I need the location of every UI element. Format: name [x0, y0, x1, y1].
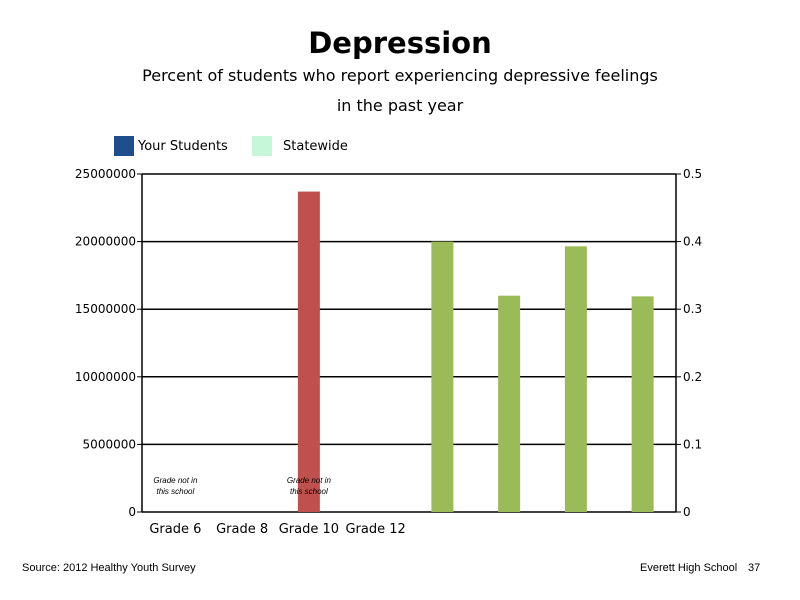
left-axis-tick-label: 5000000	[83, 437, 136, 451]
grade-not-in-school-note: Grade not in	[287, 476, 332, 485]
chart-subtitle-line-2: in the past year	[336, 96, 464, 115]
x-axis-category-label: Grade 10	[279, 522, 339, 537]
right-axis-tick-label: 0.3	[683, 302, 702, 316]
left-axis-tick-label: 15000000	[75, 302, 136, 316]
grade-not-in-school-note: this school	[290, 487, 328, 496]
bar	[631, 296, 654, 512]
bar	[564, 246, 587, 512]
x-axis-category-label: Grade 8	[216, 522, 268, 537]
grade-not-in-school-note: Grade not in	[153, 476, 198, 485]
left-axis-tick-label: 10000000	[75, 370, 136, 384]
school-name: Everett High School	[640, 562, 738, 574]
legend-item-your-students: Your Students	[114, 136, 228, 156]
right-axis-tick-label: 0.5	[683, 167, 702, 181]
x-axis-category-label: Grade 6	[149, 522, 201, 537]
bar	[297, 191, 320, 513]
page-number: 37	[748, 562, 761, 574]
legend-item-statewide: Statewide	[252, 136, 348, 156]
bar	[498, 295, 521, 512]
legend-label-your-students: Your Students	[138, 138, 228, 154]
grade-not-in-school-note: this school	[156, 487, 194, 496]
bar	[431, 241, 454, 512]
right-axis-tick-label: 0	[683, 505, 691, 519]
legend-label-statewide: Statewide	[283, 138, 348, 154]
chart-title: Depression	[308, 26, 492, 60]
legend-swatch-your-students	[114, 136, 134, 156]
right-axis-tick-label: 0.2	[683, 370, 702, 384]
right-axis-tick-label: 0.4	[683, 235, 702, 249]
left-axis-tick-label: 25000000	[75, 167, 136, 181]
source-note: Source: 2012 Healthy Youth Survey	[22, 562, 196, 574]
legend-swatch-statewide	[252, 136, 272, 156]
right-axis-tick-label: 0.1	[683, 437, 702, 451]
chart-subtitle-line-1: Percent of students who report experienc…	[142, 66, 658, 85]
x-axis-category-label: Grade 12	[345, 522, 405, 537]
left-axis-tick-label: 0	[128, 505, 136, 519]
left-axis-tick-label: 20000000	[75, 235, 136, 249]
